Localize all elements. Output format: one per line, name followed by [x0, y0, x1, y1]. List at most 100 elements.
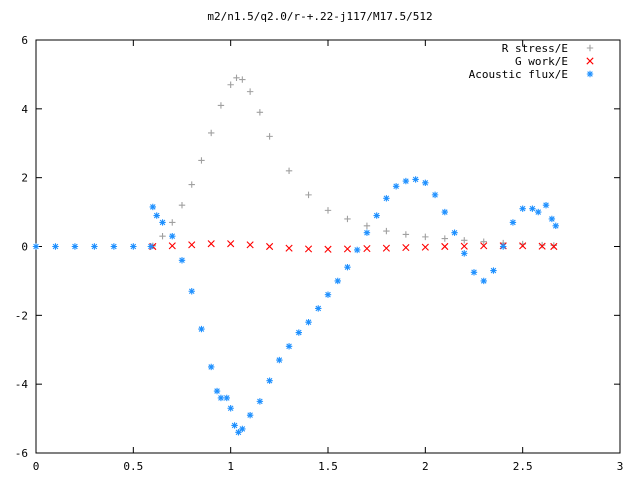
data-point [334, 277, 341, 285]
data-point [548, 215, 556, 223]
data-point [363, 244, 371, 253]
data-point [266, 133, 273, 140]
data-point [431, 191, 439, 199]
data-point [441, 242, 449, 251]
data-point [422, 233, 429, 241]
data-point [178, 202, 186, 209]
data-point [402, 231, 410, 238]
data-point [207, 240, 215, 248]
data-point [266, 377, 273, 384]
data-point [110, 243, 118, 250]
y-tick-label: 2 [21, 172, 28, 185]
data-point [168, 242, 176, 250]
data-point [382, 244, 390, 252]
data-point [217, 394, 225, 402]
data-point [383, 195, 390, 202]
data-point [550, 242, 558, 249]
data-point [147, 243, 155, 250]
legend-marker [586, 57, 594, 65]
data-point [285, 167, 293, 174]
data-point [295, 329, 302, 336]
data-point [412, 176, 419, 183]
data-point [169, 219, 176, 226]
data-point [285, 343, 293, 350]
data-point [324, 245, 332, 253]
data-point [451, 229, 458, 236]
data-point [383, 227, 390, 235]
data-point [402, 177, 410, 185]
data-point [480, 277, 487, 285]
x-tick-label: 3 [617, 460, 624, 473]
data-point [208, 129, 215, 137]
data-point [552, 222, 559, 230]
x-axis: 0 0.5 1 1.5 2 2.5 3 [33, 40, 624, 473]
y-tick-label: 6 [21, 34, 28, 47]
data-point [178, 257, 186, 264]
data-point [422, 179, 429, 187]
data-point [421, 243, 429, 251]
data-point [198, 325, 205, 333]
data-point [509, 219, 517, 226]
data-point [285, 244, 293, 252]
data-point [217, 102, 225, 109]
data-point [550, 242, 558, 251]
data-point [198, 157, 205, 164]
data-point [480, 242, 488, 250]
data-point [52, 243, 59, 250]
x-tick-label: 2 [422, 460, 429, 473]
plot-frame [35, 39, 621, 454]
data-point [235, 429, 242, 436]
data-point [392, 183, 400, 190]
y-tick-label: -2 [15, 309, 28, 322]
data-point [305, 191, 312, 199]
data-point [153, 212, 160, 219]
data-point [343, 245, 352, 253]
data-point [535, 208, 542, 216]
data-point [354, 246, 361, 254]
data-point [519, 205, 526, 212]
data-point [363, 222, 371, 230]
data-point [256, 398, 264, 405]
x-tick-label: 1 [227, 460, 234, 473]
data-point [227, 240, 235, 248]
data-point [363, 229, 371, 236]
data-point [500, 243, 507, 250]
data-point [130, 243, 137, 250]
data-point [227, 405, 234, 412]
data-point [208, 363, 215, 371]
data-point [344, 263, 351, 271]
data-point [188, 181, 195, 188]
legend-marker [586, 70, 594, 78]
data-point [519, 242, 527, 250]
series-layer [32, 74, 559, 436]
data-point [480, 238, 487, 245]
y-axis: -6 -4 -2 0 2 4 6 [15, 34, 620, 460]
data-point [159, 219, 166, 226]
data-point [239, 76, 246, 83]
data-point [276, 356, 283, 364]
data-point [223, 394, 230, 402]
data-point [344, 215, 351, 223]
data-point [315, 305, 322, 312]
series-2 [32, 176, 559, 436]
legend-label: G work/E [515, 55, 568, 68]
data-point [304, 245, 313, 253]
data-point [71, 243, 79, 250]
data-point [169, 232, 176, 240]
data-point [246, 411, 254, 419]
x-tick-label: 0.5 [123, 460, 143, 473]
data-point [239, 425, 246, 433]
data-point [461, 250, 468, 257]
data-point [256, 109, 264, 116]
data-point [538, 242, 546, 250]
data-point [490, 267, 497, 274]
data-point [470, 269, 478, 276]
legend-label: Acoustic flux/E [469, 68, 568, 81]
data-point [441, 235, 448, 242]
data-point [91, 243, 98, 250]
chart-title: m2/n1.5/q2.0/r-+.22-j117/M17.5/512 [207, 10, 432, 23]
data-point [538, 241, 546, 249]
data-point [542, 202, 550, 209]
data-point [461, 237, 468, 244]
